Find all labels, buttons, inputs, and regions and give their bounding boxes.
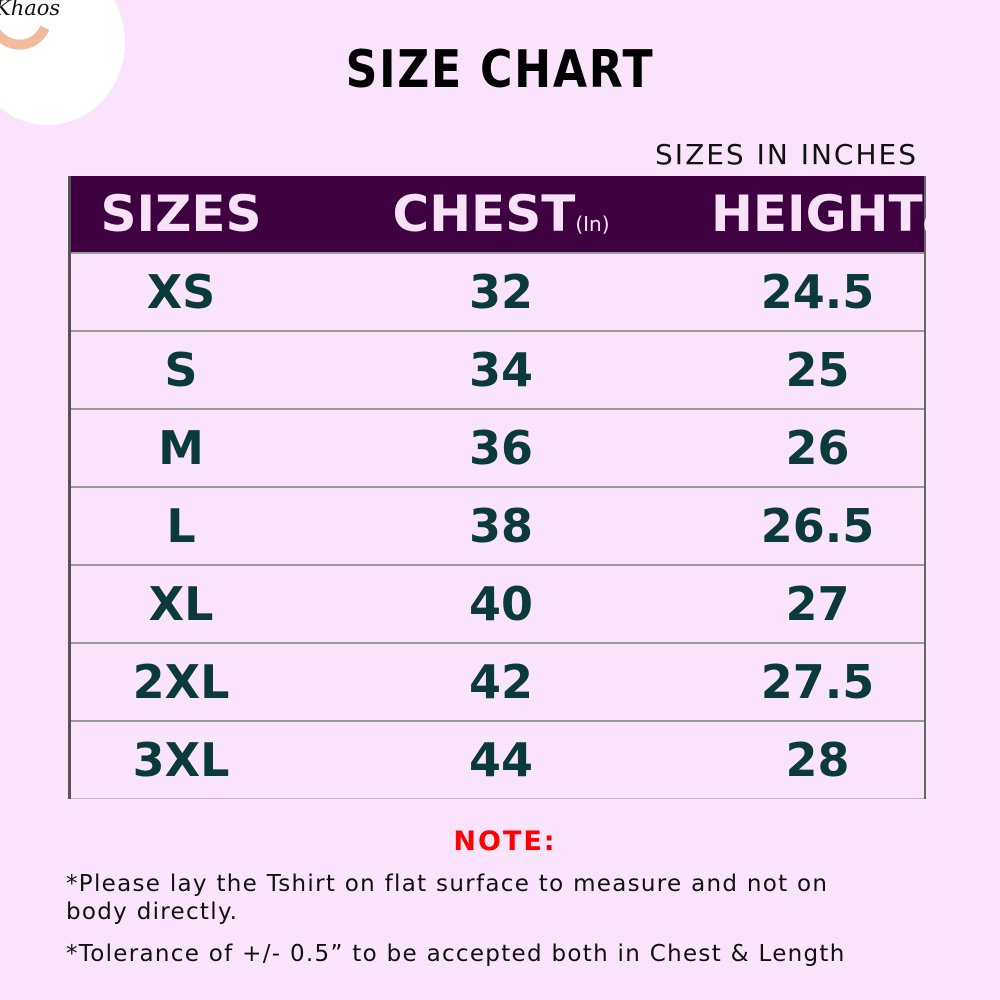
table-row: 3XL 44 28 — [71, 720, 924, 799]
header-sizes: SIZES — [100, 185, 262, 243]
cell-chest: 34 — [468, 343, 533, 397]
logo: Khaos — [0, 0, 125, 125]
cell-height: 27 — [785, 577, 850, 631]
cell-size: 3XL — [132, 733, 230, 787]
cell-size: XL — [148, 577, 214, 631]
units-label: SIZES IN INCHES — [655, 138, 918, 171]
cell-height: 26.5 — [760, 499, 875, 553]
cell-chest: 36 — [468, 421, 533, 475]
table-row: XL 40 27 — [71, 564, 924, 642]
cell-chest: 32 — [468, 265, 533, 319]
cell-size: M — [158, 421, 204, 475]
cell-size: S — [164, 343, 198, 397]
header-height: HEIGHT(In) — [711, 185, 957, 243]
header-chest: CHEST(In) — [392, 185, 610, 243]
page-title: SIZE CHART — [345, 40, 655, 100]
note-line-1: *Please lay the Tshirt on flat surface t… — [66, 871, 829, 925]
table-row: L 38 26.5 — [71, 486, 924, 564]
table-row: S 34 25 — [71, 330, 924, 408]
cell-chest: 40 — [468, 577, 533, 631]
cell-chest: 44 — [468, 733, 533, 787]
cell-height: 25 — [785, 343, 850, 397]
cell-size: XS — [146, 265, 216, 319]
table-row: M 36 26 — [71, 408, 924, 486]
cell-height: 26 — [785, 421, 850, 475]
note-title: NOTE: — [453, 826, 557, 857]
cell-height: 28 — [785, 733, 850, 787]
cell-chest: 42 — [468, 655, 533, 709]
cell-height: 27.5 — [760, 655, 875, 709]
table-row: XS 32 24.5 — [71, 252, 924, 330]
cell-size: 2XL — [132, 655, 230, 709]
chest-unit: (In) — [575, 212, 610, 236]
cell-size: L — [166, 499, 196, 553]
cell-chest: 38 — [468, 499, 533, 553]
cell-height: 24.5 — [760, 265, 875, 319]
height-unit: (In) — [922, 212, 957, 236]
table-header: SIZES CHEST(In) HEIGHT(In) — [71, 176, 957, 252]
size-table: SIZES CHEST(In) HEIGHT(In) XS 32 24.5 S 34 25… — [68, 176, 957, 799]
logo-text: Khaos — [0, 0, 61, 20]
table-row: 2XL 42 27.5 — [71, 642, 924, 720]
note-line-2: *Tolerance of +/- 0.5” to be accepted bo… — [66, 941, 846, 967]
